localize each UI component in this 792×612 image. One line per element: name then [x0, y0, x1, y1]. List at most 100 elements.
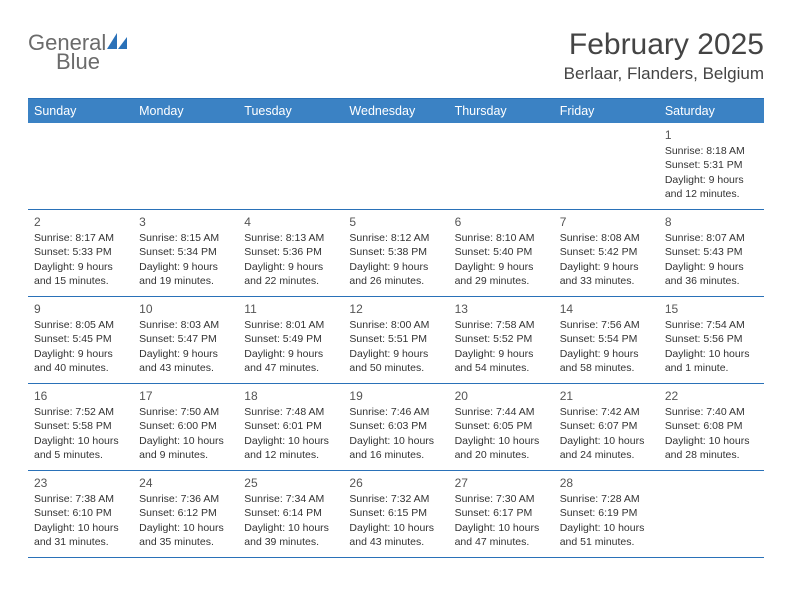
day-info-line: Sunrise: 7:54 AM	[665, 318, 758, 332]
day-info-line: and 58 minutes.	[560, 361, 653, 375]
day-info-line: and 33 minutes.	[560, 274, 653, 288]
day-number: 12	[349, 301, 442, 317]
day-info-line: Sunset: 5:45 PM	[34, 332, 127, 346]
day-info-line: Daylight: 9 hours	[665, 173, 758, 187]
day-info-line: and 19 minutes.	[139, 274, 232, 288]
day-info-line: and 47 minutes.	[244, 361, 337, 375]
day-info-line: Sunrise: 7:58 AM	[455, 318, 548, 332]
week-row: 1Sunrise: 8:18 AMSunset: 5:31 PMDaylight…	[28, 123, 764, 210]
header: General Blue February 2025 Berlaar, Flan…	[28, 28, 764, 84]
day-info-line: Daylight: 9 hours	[455, 260, 548, 274]
day-cell: 25Sunrise: 7:34 AMSunset: 6:14 PMDayligh…	[238, 471, 343, 557]
day-number: 27	[455, 475, 548, 491]
day-info-line: Sunset: 5:40 PM	[455, 245, 548, 259]
day-info-line: Sunset: 6:10 PM	[34, 506, 127, 520]
day-info-line: Daylight: 9 hours	[139, 347, 232, 361]
day-number: 25	[244, 475, 337, 491]
day-info-line: Sunset: 5:36 PM	[244, 245, 337, 259]
day-cell: 26Sunrise: 7:32 AMSunset: 6:15 PMDayligh…	[343, 471, 448, 557]
day-info-line: Sunrise: 7:28 AM	[560, 492, 653, 506]
day-info-line: and 29 minutes.	[455, 274, 548, 288]
day-info-line: Daylight: 10 hours	[244, 434, 337, 448]
weekday-label: Thursday	[449, 99, 554, 123]
day-info-line: Sunset: 6:15 PM	[349, 506, 442, 520]
weekday-label: Sunday	[28, 99, 133, 123]
day-info-line: Sunrise: 8:12 AM	[349, 231, 442, 245]
calendar-grid: 1Sunrise: 8:18 AMSunset: 5:31 PMDaylight…	[28, 123, 764, 558]
day-info-line: and 43 minutes.	[139, 361, 232, 375]
day-number: 14	[560, 301, 653, 317]
day-cell: 7Sunrise: 8:08 AMSunset: 5:42 PMDaylight…	[554, 210, 659, 296]
day-cell	[659, 471, 764, 557]
day-info-line: Sunset: 5:58 PM	[34, 419, 127, 433]
day-number: 9	[34, 301, 127, 317]
weekday-header: Sunday Monday Tuesday Wednesday Thursday…	[28, 99, 764, 123]
day-info-line: Daylight: 9 hours	[665, 260, 758, 274]
day-info-line: Daylight: 10 hours	[455, 521, 548, 535]
weekday-label: Wednesday	[343, 99, 448, 123]
day-info-line: Sunset: 5:33 PM	[34, 245, 127, 259]
day-cell: 17Sunrise: 7:50 AMSunset: 6:00 PMDayligh…	[133, 384, 238, 470]
day-cell: 22Sunrise: 7:40 AMSunset: 6:08 PMDayligh…	[659, 384, 764, 470]
day-cell: 27Sunrise: 7:30 AMSunset: 6:17 PMDayligh…	[449, 471, 554, 557]
day-info-line: and 40 minutes.	[34, 361, 127, 375]
day-cell: 20Sunrise: 7:44 AMSunset: 6:05 PMDayligh…	[449, 384, 554, 470]
day-info-line: Daylight: 10 hours	[665, 434, 758, 448]
day-number: 1	[665, 127, 758, 143]
day-info-line: Daylight: 10 hours	[349, 521, 442, 535]
day-number: 11	[244, 301, 337, 317]
title-block: February 2025 Berlaar, Flanders, Belgium	[564, 28, 764, 84]
day-info-line: Sunrise: 7:44 AM	[455, 405, 548, 419]
day-info-line: and 5 minutes.	[34, 448, 127, 462]
week-row: 16Sunrise: 7:52 AMSunset: 5:58 PMDayligh…	[28, 384, 764, 471]
day-cell	[449, 123, 554, 209]
day-info-line: Sunrise: 8:00 AM	[349, 318, 442, 332]
day-number: 22	[665, 388, 758, 404]
day-info-line: Daylight: 10 hours	[349, 434, 442, 448]
day-info-line: Daylight: 9 hours	[34, 347, 127, 361]
day-number: 6	[455, 214, 548, 230]
day-cell: 4Sunrise: 8:13 AMSunset: 5:36 PMDaylight…	[238, 210, 343, 296]
day-info-line: Sunrise: 7:56 AM	[560, 318, 653, 332]
day-info-line: Daylight: 9 hours	[349, 347, 442, 361]
day-number: 19	[349, 388, 442, 404]
day-info-line: and 35 minutes.	[139, 535, 232, 549]
weekday-label: Tuesday	[238, 99, 343, 123]
brand-logo: General Blue	[28, 28, 128, 78]
day-cell: 23Sunrise: 7:38 AMSunset: 6:10 PMDayligh…	[28, 471, 133, 557]
day-info-line: Daylight: 9 hours	[244, 260, 337, 274]
day-info-line: Sunset: 6:01 PM	[244, 419, 337, 433]
day-info-line: Daylight: 10 hours	[665, 347, 758, 361]
location: Berlaar, Flanders, Belgium	[564, 64, 764, 84]
week-row: 2Sunrise: 8:17 AMSunset: 5:33 PMDaylight…	[28, 210, 764, 297]
day-number: 26	[349, 475, 442, 491]
day-number: 3	[139, 214, 232, 230]
day-number: 18	[244, 388, 337, 404]
day-cell: 14Sunrise: 7:56 AMSunset: 5:54 PMDayligh…	[554, 297, 659, 383]
day-cell: 9Sunrise: 8:05 AMSunset: 5:45 PMDaylight…	[28, 297, 133, 383]
day-cell: 15Sunrise: 7:54 AMSunset: 5:56 PMDayligh…	[659, 297, 764, 383]
day-info-line: Sunset: 6:14 PM	[244, 506, 337, 520]
day-info-line: Sunrise: 8:13 AM	[244, 231, 337, 245]
day-number: 16	[34, 388, 127, 404]
day-cell: 10Sunrise: 8:03 AMSunset: 5:47 PMDayligh…	[133, 297, 238, 383]
day-info-line: Sunrise: 7:48 AM	[244, 405, 337, 419]
day-info-line: Sunset: 6:03 PM	[349, 419, 442, 433]
day-info-line: Daylight: 10 hours	[139, 434, 232, 448]
brand-word2: Blue	[56, 49, 100, 74]
day-info-line: Sunrise: 8:07 AM	[665, 231, 758, 245]
day-info-line: Daylight: 10 hours	[139, 521, 232, 535]
day-info-line: and 36 minutes.	[665, 274, 758, 288]
day-info-line: and 50 minutes.	[349, 361, 442, 375]
day-info-line: Daylight: 10 hours	[34, 434, 127, 448]
day-info-line: Sunrise: 7:52 AM	[34, 405, 127, 419]
day-cell: 8Sunrise: 8:07 AMSunset: 5:43 PMDaylight…	[659, 210, 764, 296]
day-info-line: Sunrise: 7:50 AM	[139, 405, 232, 419]
day-info-line: and 12 minutes.	[665, 187, 758, 201]
day-number: 4	[244, 214, 337, 230]
day-cell: 19Sunrise: 7:46 AMSunset: 6:03 PMDayligh…	[343, 384, 448, 470]
day-info-line: Daylight: 10 hours	[455, 434, 548, 448]
day-info-line: and 15 minutes.	[34, 274, 127, 288]
day-info-line: Sunrise: 8:01 AM	[244, 318, 337, 332]
day-cell	[343, 123, 448, 209]
